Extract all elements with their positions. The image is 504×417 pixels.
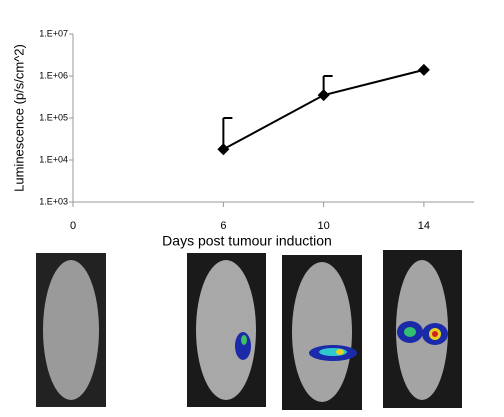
- signal: [241, 335, 247, 345]
- signal: [432, 331, 438, 337]
- signal: [235, 332, 251, 360]
- y-tick-label: 1.E+03: [39, 196, 68, 206]
- mouse-body: [43, 260, 99, 400]
- mouse-body: [292, 262, 352, 402]
- marker: [317, 89, 330, 102]
- x-tick-label: 6: [220, 220, 226, 232]
- signal: [336, 349, 344, 355]
- signal: [404, 327, 416, 337]
- y-tick-label: 1.E+05: [39, 112, 68, 122]
- x-axis-label: Days post tumour induction: [162, 233, 332, 249]
- y-tick-label: 1.E+04: [39, 154, 68, 164]
- marker: [417, 63, 430, 76]
- x-tick-label: 0: [70, 220, 76, 232]
- y-tick-label: 1.E+07: [39, 28, 68, 38]
- y-tick-label: 1.E+06: [39, 70, 68, 80]
- x-tick-label: 14: [418, 220, 430, 232]
- x-tick-label: 10: [318, 220, 330, 232]
- y-axis-label: Luminescence (p/s/cm^2): [11, 44, 26, 192]
- marker: [217, 143, 230, 156]
- mouse-panels: [36, 250, 462, 410]
- mouse-body: [196, 260, 256, 400]
